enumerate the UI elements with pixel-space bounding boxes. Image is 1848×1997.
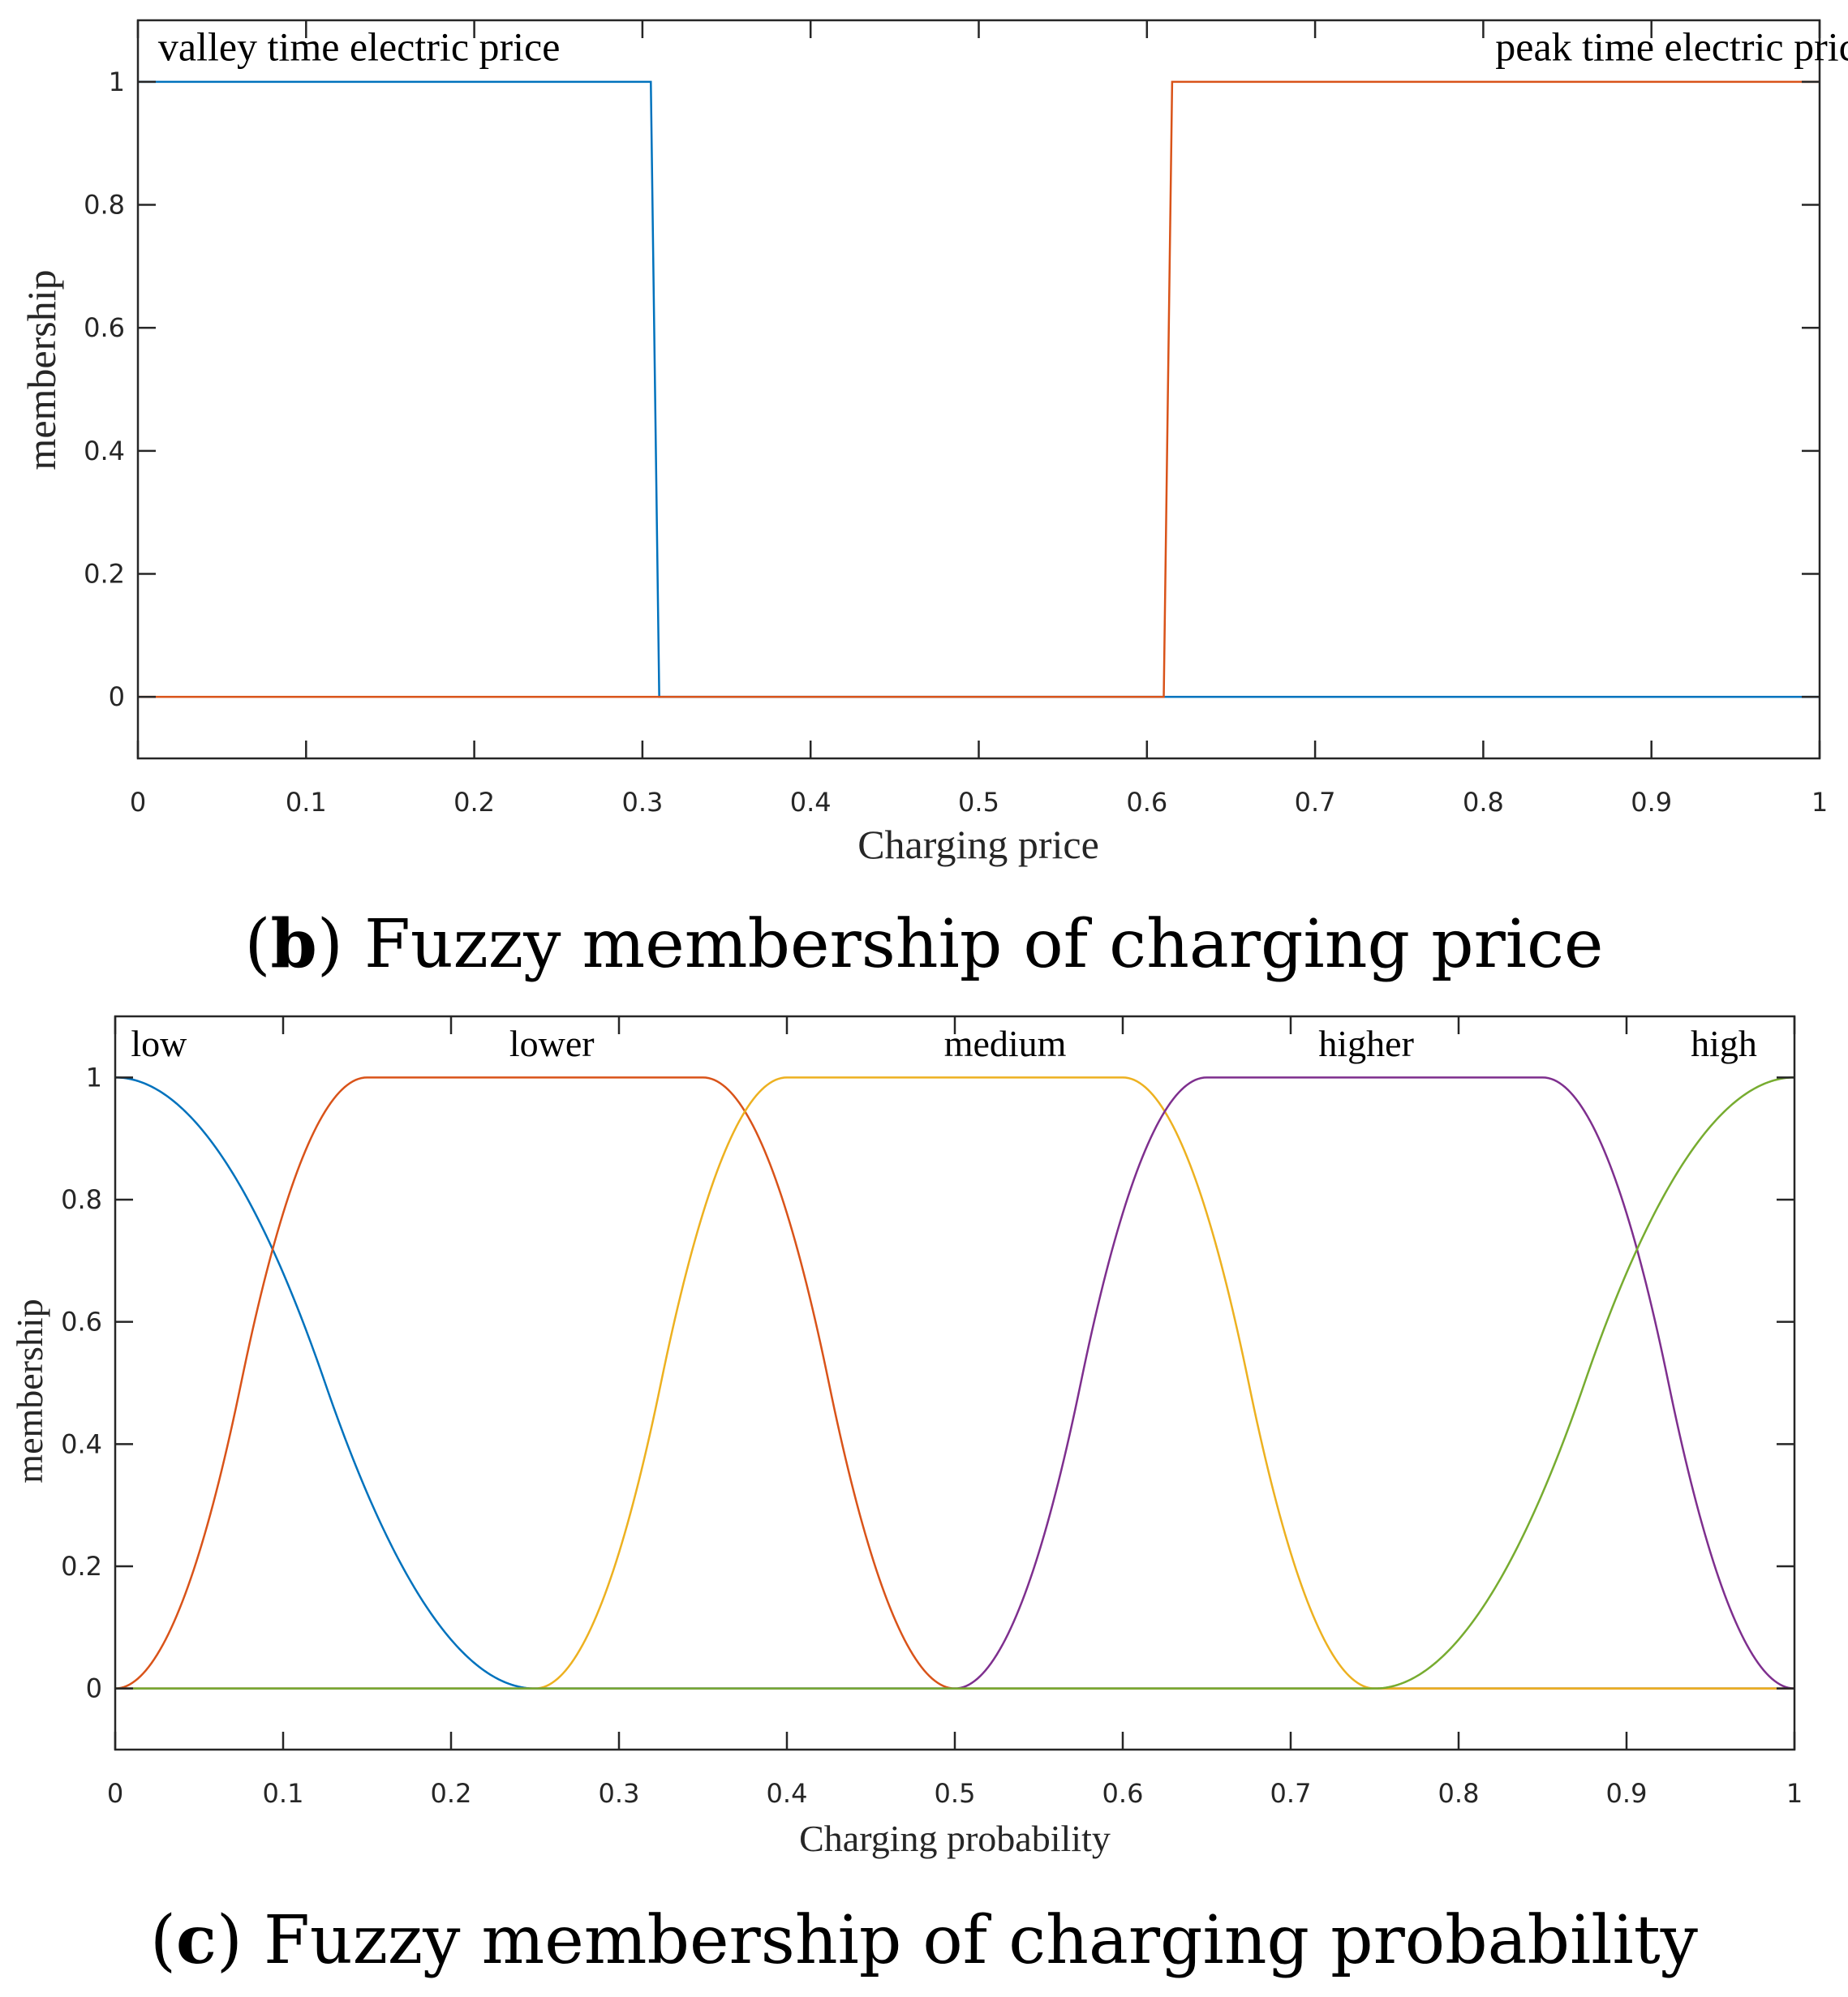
y-tick-label: 0.2 — [84, 559, 125, 590]
x-tick-label: 1 — [1811, 787, 1828, 818]
x-tick-label: 0.9 — [1631, 787, 1672, 818]
annotations-charging-probability: low lower medium higher high — [131, 1023, 1757, 1064]
y-axis-title-charging-price: membership — [19, 269, 64, 470]
x-tick-label: 0.2 — [453, 787, 495, 818]
series-line-lower — [114, 1076, 1794, 1690]
x-tick-label: 0.1 — [263, 1778, 304, 1809]
y-tick-label: 1 — [86, 1062, 102, 1093]
y-tick-label: 0 — [109, 681, 125, 712]
x-tick-label: 0.7 — [1295, 787, 1336, 818]
annotation-valley-time-electric-price: valley time electric price — [158, 24, 561, 69]
x-ticks-charging-probability: 0 0.1 0.2 0.3 0.4 0.5 0.6 0.7 0.8 0.9 1 — [107, 1016, 1803, 1809]
series-line-low — [114, 1076, 1794, 1690]
y-tick-label: 1 — [109, 67, 125, 97]
y-ticks-charging-probability: 0 0.2 0.4 0.6 0.8 1 — [61, 1062, 1794, 1704]
caption-text-b: Fuzzy membership of charging price — [343, 906, 1604, 983]
y-tick-label: 0.4 — [61, 1428, 102, 1459]
caption-charging-probability: (c) Fuzzy membership of charging probabi… — [150, 1901, 1699, 1979]
x-tick-label: 0.6 — [1126, 787, 1167, 818]
caption-text-c: Fuzzy membership of charging probability — [243, 1902, 1699, 1979]
x-axis-title-charging-price: Charging price — [857, 822, 1099, 867]
y-axis-title-charging-probability: membership — [9, 1299, 50, 1483]
y-tick-label: 0.8 — [61, 1184, 102, 1215]
y-tick-label: 0.8 — [84, 190, 125, 221]
x-tick-label: 0.5 — [935, 1778, 976, 1809]
x-tick-label: 0.3 — [599, 1778, 640, 1809]
chart-charging-price: 0 0.1 0.2 0.3 0.4 0.5 0.6 0.7 0.8 0.9 1 0 0.2 0.4 0.6… — [19, 19, 1848, 983]
x-tick-label: 0.4 — [790, 787, 832, 818]
series-line-medium — [115, 1076, 1794, 1690]
series-layer-charging-price — [138, 80, 1820, 698]
x-axis-title-charging-probability: Charging probability — [799, 1818, 1111, 1859]
series-line-higher — [115, 1076, 1795, 1690]
annotation-high: high — [1691, 1023, 1757, 1064]
x-tick-label: 0.8 — [1438, 1778, 1480, 1809]
x-tick-label: 0 — [130, 787, 146, 818]
plot-frame-charging-price — [136, 19, 1821, 760]
caption-charging-price: (b) Fuzzy membership of charging price — [245, 905, 1604, 983]
caption-letter-b: b — [271, 905, 317, 983]
annotation-higher: higher — [1318, 1023, 1414, 1064]
series-line-valley-time-electric-price — [138, 80, 1820, 698]
annotations-charging-price: valley time electric price peak time elec… — [158, 24, 1848, 69]
y-tick-label: 0.4 — [84, 436, 125, 466]
x-tick-label: 0 — [107, 1778, 123, 1809]
annotation-lower: lower — [509, 1023, 595, 1064]
caption-letter-c: c — [176, 1901, 217, 1979]
x-tick-label: 0.2 — [431, 1778, 472, 1809]
series-line-high — [115, 1076, 1795, 1690]
x-tick-label: 0.8 — [1463, 787, 1504, 818]
y-tick-label: 0.6 — [84, 312, 125, 343]
annotation-peak-time-electric-price: peak time electric price — [1495, 24, 1848, 69]
y-tick-label: 0.6 — [61, 1307, 102, 1338]
annotation-low: low — [131, 1023, 187, 1064]
x-tick-label: 0.7 — [1270, 1778, 1312, 1809]
annotation-medium: medium — [944, 1023, 1067, 1064]
x-tick-label: 0.3 — [621, 787, 663, 818]
y-tick-label: 0 — [86, 1673, 102, 1704]
x-tick-label: 0.9 — [1606, 1778, 1648, 1809]
x-tick-label: 0.1 — [286, 787, 327, 818]
x-tick-label: 0.4 — [767, 1778, 808, 1809]
x-tick-label: 0.6 — [1102, 1778, 1144, 1809]
x-ticks-charging-price: 0 0.1 0.2 0.3 0.4 0.5 0.6 0.7 0.8 0.9 1 — [130, 20, 1828, 818]
plot-frame-charging-probability — [114, 1015, 1796, 1751]
y-ticks-charging-price: 0 0.2 0.4 0.6 0.8 1 — [84, 67, 1820, 712]
x-tick-label: 0.5 — [958, 787, 999, 818]
x-tick-label: 1 — [1786, 1778, 1803, 1809]
series-line-peak-time-electric-price — [138, 80, 1820, 698]
y-tick-label: 0.2 — [61, 1551, 102, 1582]
chart-charging-probability: 0 0.1 0.2 0.3 0.4 0.5 0.6 0.7 0.8 0.9 1 0 0.2 0.4 0.6… — [9, 1015, 1803, 1979]
series-layer-charging-probability — [114, 1076, 1795, 1690]
